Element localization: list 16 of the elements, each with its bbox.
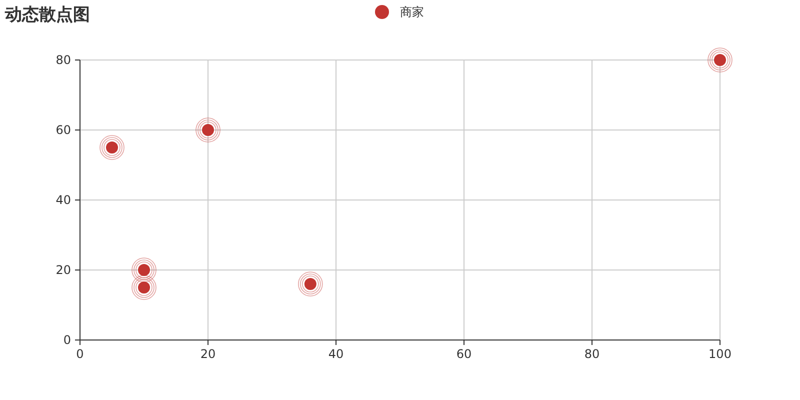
x-tick-label: 60	[456, 347, 472, 361]
x-tick-label: 20	[200, 347, 216, 361]
y-tick-label: 60	[56, 123, 71, 137]
x-tick-label: 80	[584, 347, 600, 361]
legend-label: 商家	[400, 5, 424, 19]
y-tick-label: 0	[63, 333, 71, 347]
point	[132, 258, 156, 282]
y-tick-label: 20	[56, 263, 71, 277]
x-tick-label: 40	[328, 347, 344, 361]
chart-title: 动态散点图	[4, 5, 90, 25]
legend: 商家	[375, 5, 424, 19]
x-tick-label: 100	[708, 347, 732, 361]
y-tick-label: 40	[56, 193, 71, 207]
x-tick-label: 0	[76, 347, 84, 361]
y-tick-label: 80	[56, 53, 71, 67]
point	[132, 275, 156, 300]
